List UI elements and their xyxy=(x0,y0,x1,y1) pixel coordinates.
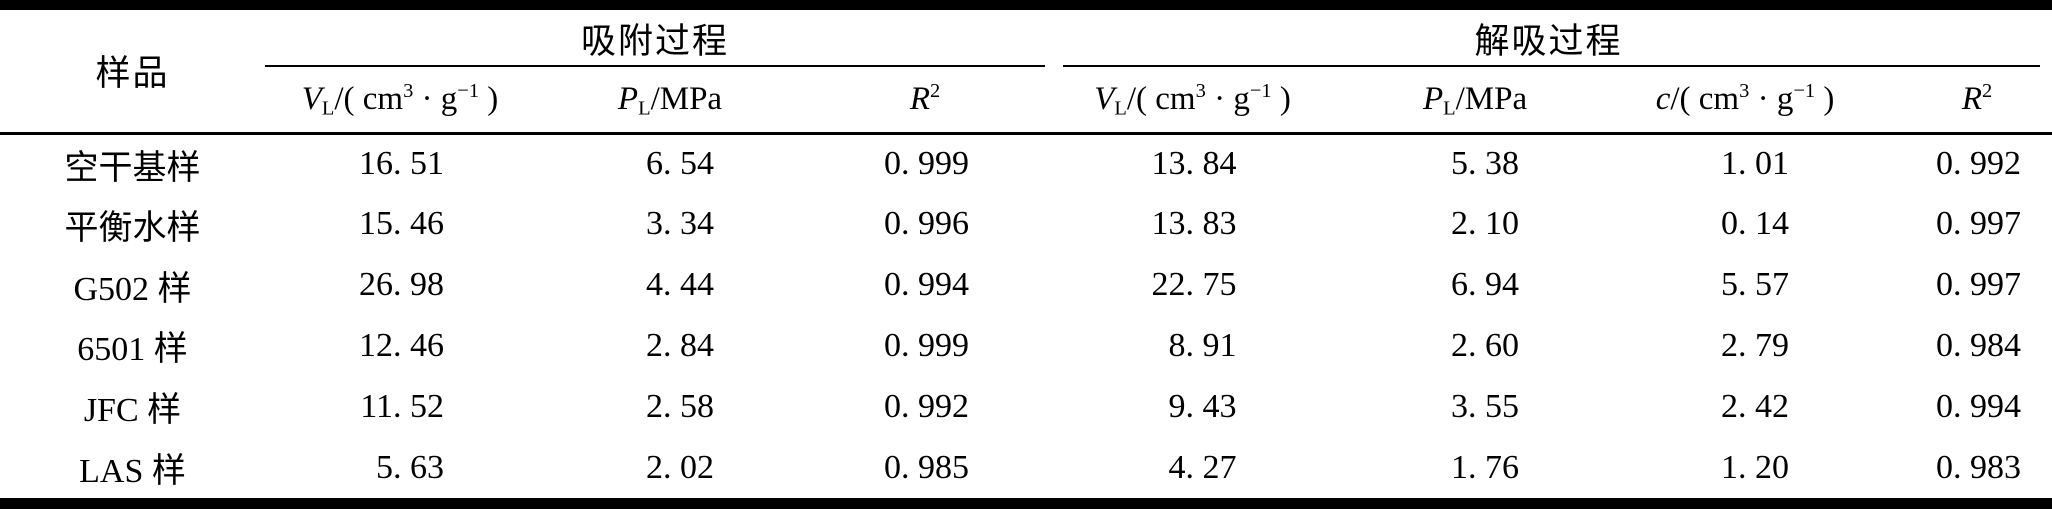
vl-formula: VL/( cm3 · g−1 ) xyxy=(1094,80,1291,120)
value-cell: 0. 992 xyxy=(1936,145,2022,183)
table-row: G502 样 26. 98 4. 44 0. 994 22. 75 6. 94 … xyxy=(0,255,2052,316)
r2-formula: R2 xyxy=(909,80,941,118)
value-cell: 2. 10 xyxy=(1451,205,1520,243)
value-cell: 22. 75 xyxy=(1151,266,1237,304)
sample-name: JFC 样 xyxy=(83,392,182,430)
value-cell: 0. 14 xyxy=(1721,205,1790,243)
value-cell: 2. 58 xyxy=(646,387,714,425)
group-header-row: 样品 吸附过程 解吸过程 xyxy=(0,10,2052,135)
value-cell: 0. 999 xyxy=(884,326,970,364)
value-cell: 5. 63 xyxy=(376,448,444,486)
value-cell: 0. 994 xyxy=(1936,387,2022,425)
value-cell: 1. 01 xyxy=(1721,145,1790,183)
value-cell: 9. 43 xyxy=(1168,387,1237,425)
value-cell: 0. 999 xyxy=(884,145,970,183)
table-row: 空干基样 16. 51 6. 54 0. 999 13. 84 5. 38 1.… xyxy=(0,133,2052,194)
value-cell: 0. 997 xyxy=(1936,266,2022,304)
pl-formula: PL/MPa xyxy=(617,81,723,120)
sample-name: 空干基样 xyxy=(64,149,201,187)
col-header-r2-adsorption: R2 xyxy=(805,67,1046,135)
col-header-sample: 样品 xyxy=(0,10,265,135)
langmuir-parameters-table: 样品 吸附过程 解吸过程 VL/( cm3 · g−1 ) PL/MPa R2 … xyxy=(0,10,2052,498)
value-cell: 6. 94 xyxy=(1451,266,1520,304)
value-cell: 0. 983 xyxy=(1936,448,2022,486)
value-cell: 5. 38 xyxy=(1451,145,1520,183)
value-cell: 15. 46 xyxy=(359,205,444,243)
value-cell: 0. 985 xyxy=(884,448,970,486)
value-cell: 16. 51 xyxy=(359,145,444,183)
value-cell: 0. 994 xyxy=(884,266,970,304)
value-cell: 1. 20 xyxy=(1721,448,1790,486)
table-header: 样品 吸附过程 解吸过程 VL/( cm3 · g−1 ) PL/MPa R2 … xyxy=(0,10,2052,135)
value-cell: 2. 79 xyxy=(1721,326,1790,364)
value-cell: 4. 27 xyxy=(1168,448,1237,486)
value-cell: 13. 83 xyxy=(1151,205,1237,243)
value-cell: 4. 44 xyxy=(646,266,714,304)
value-cell: 6. 54 xyxy=(646,145,714,183)
value-cell: 0. 992 xyxy=(884,387,970,425)
col-header-c-desorption: c/( cm3 · g−1 ) xyxy=(1610,67,1881,135)
value-cell: 5. 57 xyxy=(1721,266,1790,304)
c-formula: c/( cm3 · g−1 ) xyxy=(1655,80,1835,118)
col-header-pl-desorption: PL/MPa xyxy=(1340,67,1611,135)
value-cell: 2. 02 xyxy=(646,448,714,486)
sample-name: 6501 样 xyxy=(77,331,188,369)
table-row: JFC 样 11. 52 2. 58 0. 992 9. 43 3. 55 2.… xyxy=(0,376,2052,437)
vl-formula: VL/( cm3 · g−1 ) xyxy=(301,80,499,120)
table-row: LAS 样 5. 63 2. 02 0. 985 4. 27 1. 76 1. … xyxy=(0,437,2052,498)
sample-name: G502 样 xyxy=(73,270,192,308)
col-header-pl-adsorption: PL/MPa xyxy=(535,67,805,135)
value-cell: 2. 84 xyxy=(646,326,714,364)
col-header-r2-desorption: R2 xyxy=(1880,67,2052,135)
pl-formula: PL/MPa xyxy=(1422,81,1528,120)
value-cell: 2. 42 xyxy=(1721,387,1790,425)
col-header-vl-adsorption: VL/( cm3 · g−1 ) xyxy=(265,67,535,135)
sample-name: LAS 样 xyxy=(79,453,186,491)
group-header-desorption: 解吸过程 xyxy=(1045,10,2052,67)
value-cell: 3. 34 xyxy=(646,205,714,243)
value-cell: 11. 52 xyxy=(360,387,444,425)
sample-name: 平衡水样 xyxy=(64,209,201,247)
value-cell: 1. 76 xyxy=(1451,448,1520,486)
table-row: 6501 样 12. 46 2. 84 0. 999 8. 91 2. 60 2… xyxy=(0,315,2052,376)
table-body: 空干基样 16. 51 6. 54 0. 999 13. 84 5. 38 1.… xyxy=(0,133,2052,498)
value-cell: 2. 60 xyxy=(1451,326,1520,364)
value-cell: 0. 997 xyxy=(1936,205,2022,243)
sub-header-row: VL/( cm3 · g−1 ) PL/MPa R2 VL/( cm3 · g−… xyxy=(0,67,2052,135)
table-row: 平衡水样 15. 46 3. 34 0. 996 13. 83 2. 10 0.… xyxy=(0,194,2052,255)
value-cell: 26. 98 xyxy=(359,266,444,304)
value-cell: 8. 91 xyxy=(1168,326,1237,364)
value-cell: 13. 84 xyxy=(1151,145,1237,183)
col-header-vl-desorption: VL/( cm3 · g−1 ) xyxy=(1045,67,1341,135)
value-cell: 3. 55 xyxy=(1451,387,1520,425)
value-cell: 0. 996 xyxy=(884,205,970,243)
group-header-adsorption: 吸附过程 xyxy=(265,10,1046,67)
value-cell: 12. 46 xyxy=(359,326,444,364)
value-cell: 0. 984 xyxy=(1936,326,2022,364)
r2-formula: R2 xyxy=(1961,80,1993,118)
